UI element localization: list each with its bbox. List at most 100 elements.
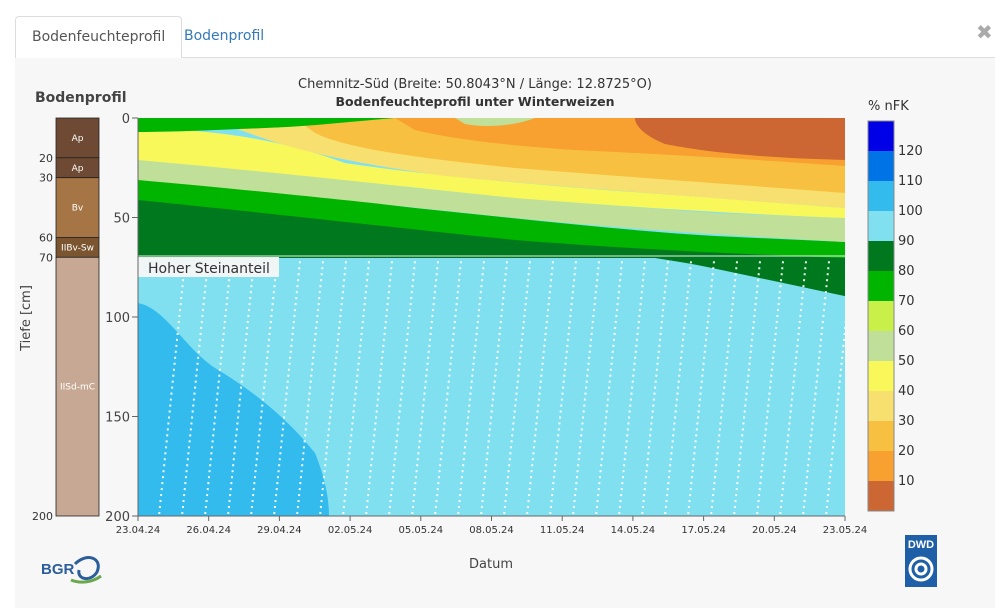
x-tick-label: 05.05.24 <box>399 525 444 536</box>
wet-region <box>138 303 329 516</box>
x-tick-label: 23.05.24 <box>823 525 868 536</box>
colorbar-tick-label: 120 <box>898 144 923 159</box>
hatch-line <box>158 261 186 516</box>
y-tick-label: 150 <box>105 411 130 426</box>
stone-wedge <box>655 256 845 296</box>
heatmap-area <box>138 118 845 516</box>
band-10 <box>635 118 845 160</box>
profile-depth-label: 30 <box>39 172 53 185</box>
annotation-box <box>138 257 279 277</box>
colorbar-segment <box>868 301 894 332</box>
chart-subtitle: Bodenfeuchteprofil unter Winterweizen <box>336 94 615 109</box>
hatch-line <box>549 261 577 516</box>
hatch-line <box>664 261 692 516</box>
profile-depth-label: 60 <box>39 231 53 244</box>
colorbar-tick-label: 100 <box>898 204 923 219</box>
hatch-line <box>296 261 324 516</box>
x-axis-label: Datum <box>469 557 513 572</box>
hatch-line <box>411 261 439 516</box>
hatch-line <box>641 261 669 516</box>
colorbar-tick-label: 60 <box>898 324 915 339</box>
colorbar-segment <box>868 121 894 152</box>
colorbar-segment <box>868 391 894 422</box>
x-tick-label: 11.05.24 <box>540 525 585 536</box>
colorbar-segment <box>868 241 894 272</box>
colorbar: 120 110 100 90 80 70 60 50 40 30 20 10 <box>867 120 923 512</box>
hatch-line <box>756 261 784 516</box>
band-70 <box>138 178 845 258</box>
hatch-line <box>365 261 393 516</box>
profile-layer <box>55 256 100 517</box>
tab-bodenprofil[interactable]: Bodenprofil <box>184 28 265 44</box>
hatch-line <box>733 261 761 516</box>
stone-hatching <box>158 261 845 516</box>
hatch-line <box>319 261 347 516</box>
profile-layer-label: Ap <box>72 134 84 144</box>
band-80 <box>138 198 845 296</box>
x-tick-label: 08.05.24 <box>469 525 514 536</box>
x-tick-label: 26.04.24 <box>186 525 231 536</box>
bgr-logo-text: BGR <box>41 561 75 578</box>
y-tick-label: 100 <box>105 311 130 326</box>
band-50 <box>138 128 845 218</box>
top-strip <box>138 118 395 132</box>
colorbar-segment <box>868 331 894 362</box>
top-strip-2 <box>455 118 535 126</box>
profile-title: Bodenprofil <box>35 90 127 106</box>
hatch-line <box>273 261 301 516</box>
x-tick-label: 23.04.24 <box>116 525 161 536</box>
y-axis-label: Tiefe [cm] <box>19 285 34 352</box>
tab-bar: Bodenfeuchteprofil Bodenprofil <box>15 16 995 59</box>
hatch-line <box>503 261 531 516</box>
colorbar-segment <box>868 481 894 512</box>
close-icon[interactable]: ✖ <box>976 20 993 44</box>
colorbar-tick-label: 20 <box>898 444 915 459</box>
x-ticks: 23.04.24 26.04.24 29.04.24 02.05.24 05.05.24… <box>116 515 868 536</box>
hatch-line <box>342 261 370 516</box>
x-tick-label: 17.05.24 <box>681 525 726 536</box>
colorbar-title: % nFK <box>868 99 909 114</box>
colorbar-segment <box>868 271 894 302</box>
colorbar-tick-label: 50 <box>898 354 915 369</box>
colorbar-segment <box>868 361 894 392</box>
colorbar-segment <box>868 451 894 482</box>
colorbar-segment <box>868 151 894 182</box>
hatch-line <box>204 261 232 516</box>
hatch-line <box>710 261 738 516</box>
profile-depth-label: 20 <box>39 152 53 165</box>
profile-layer-label: IISd-mC <box>60 383 95 393</box>
colorbar-tick-label: 10 <box>898 474 915 489</box>
hatch-line <box>388 261 416 516</box>
soil-moisture-chart: Chemnitz-Süd (Breite: 50.8043°N / Länge:… <box>19 77 923 572</box>
dwd-logo-text: DWD <box>908 539 934 551</box>
colorbar-tick-label: 80 <box>898 264 915 279</box>
y-ticks: 0 50 100 150 200 <box>105 112 139 525</box>
colorbar-segment <box>868 181 894 212</box>
profile-layer-label: Ap <box>72 164 84 174</box>
hatch-line <box>572 261 600 516</box>
hatch-line <box>250 261 278 516</box>
colorbar-tick-label: 110 <box>898 174 923 189</box>
hatch-line <box>227 261 255 516</box>
tab-bodenfeuchteprofil[interactable]: Bodenfeuchteprofil <box>15 16 183 59</box>
chart-panel: Chemnitz-Süd (Breite: 50.8043°N / Länge:… <box>15 58 995 608</box>
y-tick-label: 200 <box>105 510 130 525</box>
x-tick-label: 29.04.24 <box>257 525 302 536</box>
hatch-line <box>434 261 462 516</box>
profile-layer-label: IIBv-Sw <box>61 243 94 253</box>
chart-title: Chemnitz-Süd (Breite: 50.8043°N / Länge:… <box>298 77 652 92</box>
hatch-line <box>779 261 807 516</box>
colorbar-tick-label: 70 <box>898 294 915 309</box>
profile-depth-label: 70 <box>39 251 53 264</box>
profile-depth-label: 200 <box>32 510 53 523</box>
bgr-logo: BGR <box>41 556 102 584</box>
dwd-logo: DWD <box>905 535 937 587</box>
profile-layers: Ap Ap Bv IIBv-Sw IISd-mC 20 30 60 70 200 <box>32 117 100 523</box>
hatch-line <box>181 261 209 516</box>
y-tick-label: 0 <box>122 112 130 127</box>
colorbar-tick-label: 30 <box>898 414 915 429</box>
annotation-label: Hoher Steinanteil <box>148 261 270 277</box>
profile-layer-label: Bv <box>72 204 84 214</box>
colorbar-tick-label: 90 <box>898 234 915 249</box>
colorbar-segment <box>868 211 894 242</box>
